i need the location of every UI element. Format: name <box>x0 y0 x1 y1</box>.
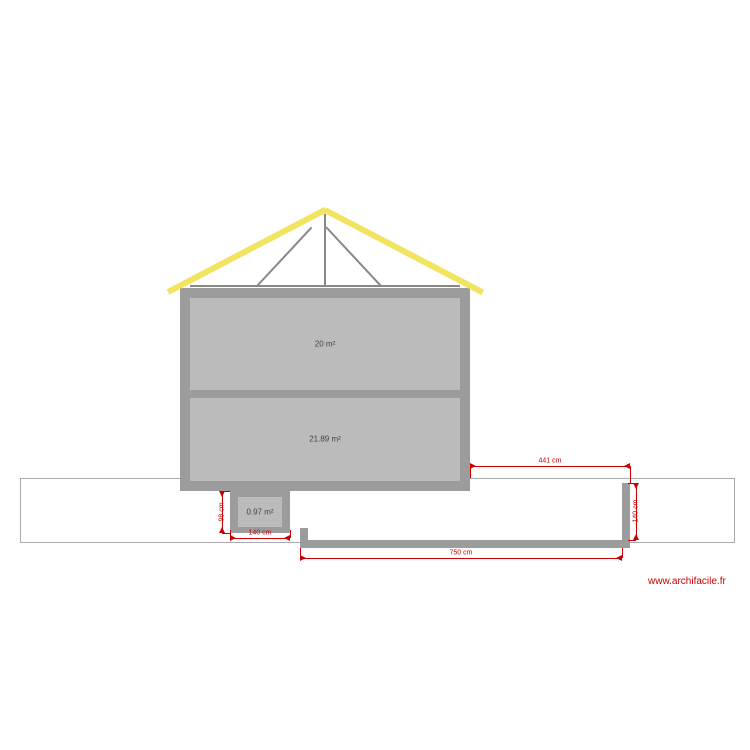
dim-label-bottom: 750 cm <box>450 550 473 557</box>
truss-vert <box>324 214 326 286</box>
dim-tick <box>628 540 636 541</box>
dim-label-topright: 441 cm <box>539 458 562 465</box>
arrow-down-icon <box>633 483 639 489</box>
arrow-down-icon <box>219 491 225 497</box>
truss-diag-l <box>256 227 312 287</box>
dim-line-bottom <box>300 558 622 559</box>
arrow-left-icon <box>624 463 630 469</box>
arrow-up-icon <box>219 527 225 533</box>
arrow-up-icon <box>633 534 639 540</box>
dim-label-right-depth: 140 cm <box>633 500 640 523</box>
arrow-right-icon <box>230 535 236 541</box>
arrow-right-icon <box>470 463 476 469</box>
basement-label: 0.97 m² <box>246 508 273 517</box>
arrow-left-icon <box>284 535 290 541</box>
dim-label-basement-h: 98 cm <box>219 502 226 521</box>
dim-label-basement-w: 140 cm <box>249 530 272 537</box>
dim-line-topright <box>470 466 630 467</box>
dim-tick <box>222 533 230 534</box>
roof-left-beam <box>167 207 328 295</box>
dim-line-basement-w <box>230 538 290 539</box>
upper-room-label: 20 m² <box>315 340 335 349</box>
dim-tick <box>630 466 631 483</box>
dim-tick <box>622 548 623 558</box>
watermark-text: www.archifacile.fr <box>648 576 726 587</box>
arrow-right-icon <box>300 555 306 561</box>
dim-tick <box>290 530 291 538</box>
slab-right <box>622 483 630 548</box>
slab-bottom <box>300 540 630 548</box>
floor-slab <box>190 390 460 398</box>
arrow-left-icon <box>616 555 622 561</box>
drawing-canvas: 20 m² 21.89 m² 0.97 m² 750 cm 441 cm 140… <box>0 0 750 750</box>
lower-room-label: 21.89 m² <box>309 435 341 444</box>
